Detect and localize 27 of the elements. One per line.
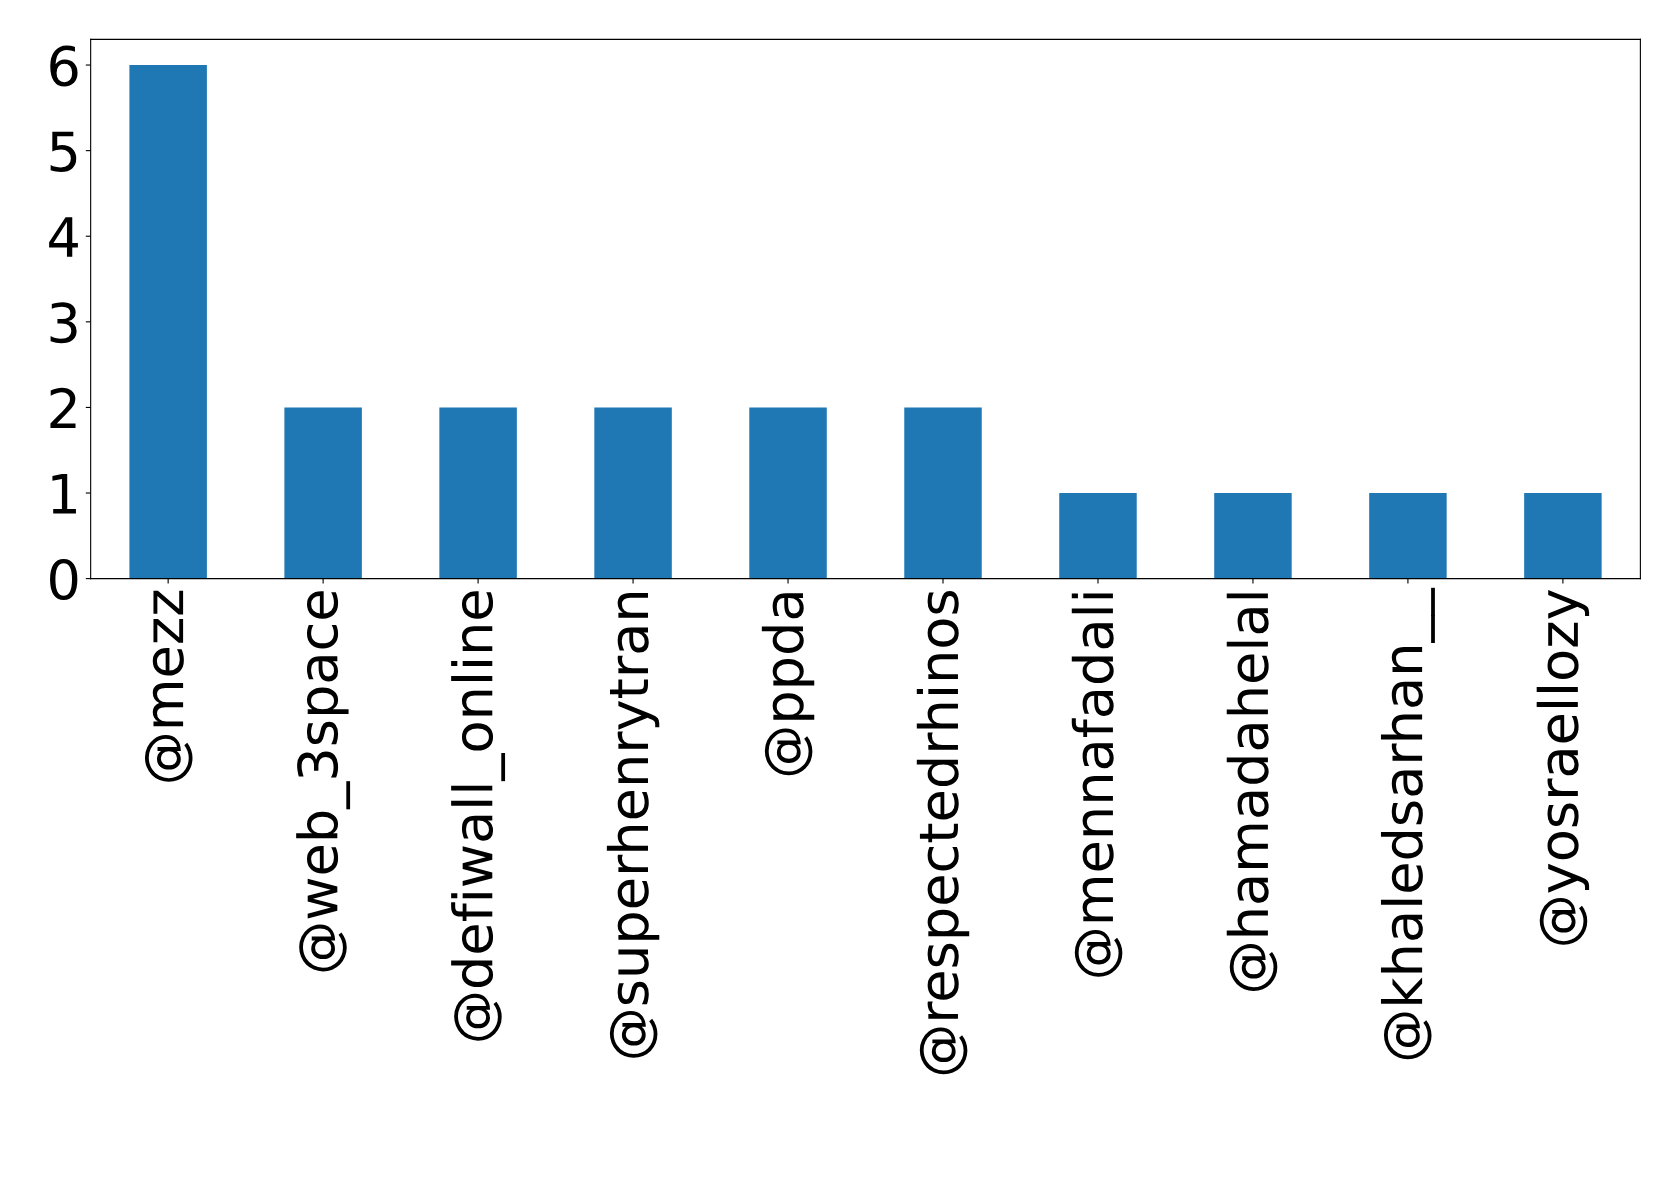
y-tick-label: 3 — [50, 302, 77, 344]
x-tick-label: @khaledsarhan__ — [1380, 587, 1435, 1060]
bar — [749, 407, 827, 579]
y-tick-label: 6 — [50, 45, 78, 87]
y-tick-label: 0 — [50, 558, 78, 600]
x-tick-label: @respectedrhinos — [916, 590, 970, 1075]
bar — [129, 65, 207, 579]
x-tick-label: @ppda — [761, 593, 815, 776]
bar — [1369, 493, 1447, 579]
y-tick-label: 5 — [50, 131, 77, 172]
y-tick-label: 4 — [49, 217, 78, 257]
bar — [1059, 493, 1137, 579]
y-tick-label: 2 — [50, 387, 76, 428]
x-tick-label: @superhenrytran — [606, 592, 660, 1058]
bar — [594, 407, 672, 579]
x-tick-label: @yosraellozy — [1536, 589, 1590, 945]
bar — [439, 407, 517, 579]
x-tick-label: @defiwall_online — [451, 591, 506, 1041]
bar — [1214, 493, 1292, 579]
y-tick-label: 1 — [52, 474, 76, 514]
x-tick-label: @mennafadali — [1071, 593, 1123, 977]
x-tick-label: @hamadahelal — [1226, 593, 1278, 991]
x-tick-label: @mezz — [144, 590, 193, 782]
bar — [904, 407, 982, 579]
x-tick-label: @web_3space — [296, 591, 351, 972]
bar — [1524, 493, 1602, 579]
bar — [284, 407, 362, 579]
